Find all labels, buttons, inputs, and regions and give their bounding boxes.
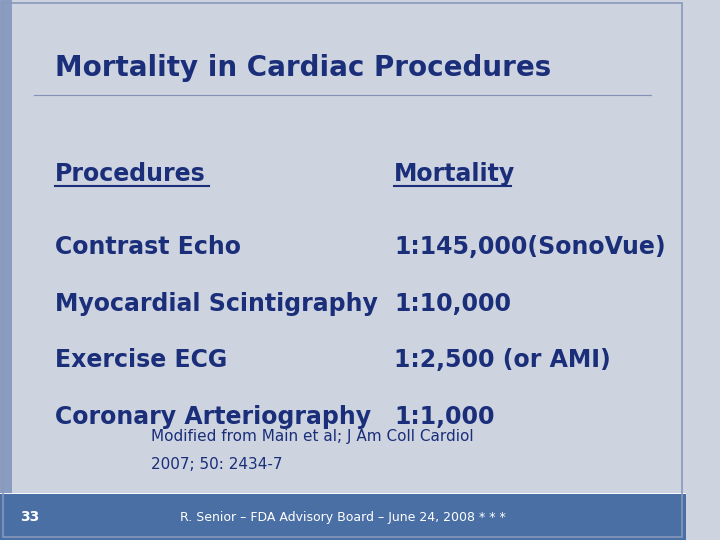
Text: 2007; 50: 2434-7: 2007; 50: 2434-7 [150, 457, 282, 472]
Bar [0, 494, 685, 540]
Text: 1:145,000(SonoVue): 1:145,000(SonoVue) [394, 235, 666, 259]
Text: 1:10,000: 1:10,000 [394, 292, 511, 315]
Text: Exercise ECG: Exercise ECG [55, 348, 227, 372]
Text: Mortality in Cardiac Procedures: Mortality in Cardiac Procedures [55, 54, 551, 82]
Text: Coronary Arteriography: Coronary Arteriography [55, 405, 371, 429]
Text: Modified from Main et al; J Am Coll Cardiol: Modified from Main et al; J Am Coll Card… [150, 429, 474, 444]
Bar [0, 0, 12, 540]
Text: 1:2,500 (or AMI): 1:2,500 (or AMI) [394, 348, 611, 372]
Text: 1:1,000: 1:1,000 [394, 405, 495, 429]
Text: Contrast Echo: Contrast Echo [55, 235, 241, 259]
Text: Mortality: Mortality [394, 162, 516, 186]
Text: 33: 33 [21, 510, 40, 524]
Text: Procedures: Procedures [55, 162, 206, 186]
Text: Myocardial Scintigraphy: Myocardial Scintigraphy [55, 292, 378, 315]
Text: R. Senior – FDA Advisory Board – June 24, 2008 * * *: R. Senior – FDA Advisory Board – June 24… [180, 510, 505, 524]
